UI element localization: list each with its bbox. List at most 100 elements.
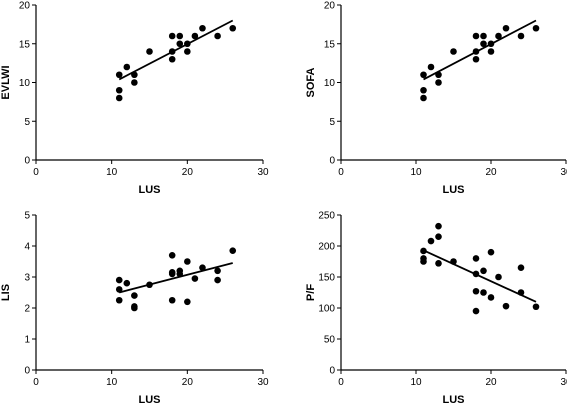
x-tick-label: 20 (182, 167, 194, 178)
data-point (214, 32, 221, 40)
panel-evlwi-vs-lus: 0 10 20 30 0 5 10 15 20 LUS EVLWI (0, 1, 269, 197)
data-point (495, 273, 502, 281)
x-tick-label: 30 (560, 167, 567, 178)
x-tick-label: 20 (485, 377, 497, 388)
data-point (168, 32, 176, 40)
y-axis-title: P/F (305, 284, 317, 301)
x-tick-label: 10 (410, 377, 422, 388)
data-point (184, 48, 191, 55)
data-point (168, 55, 176, 63)
data-point (131, 292, 138, 299)
data-point (115, 286, 123, 293)
data-point (502, 24, 510, 32)
data-point (480, 40, 487, 48)
x-axis-title: LUS (139, 184, 161, 196)
data-point (427, 237, 435, 245)
y-tick-label: 50 (324, 335, 336, 346)
data-point (472, 287, 480, 295)
data-point (199, 24, 206, 32)
x-tick-label: 0 (338, 377, 344, 388)
y-tick-label: 200 (318, 242, 335, 253)
y-tick-label: 10 (19, 78, 31, 89)
data-point (176, 32, 184, 40)
data-point (487, 294, 495, 301)
y-tick-label: 0 (329, 366, 335, 377)
data-point (184, 298, 191, 306)
x-tick-label: 30 (257, 377, 269, 388)
y-tick-label: 15 (19, 39, 31, 50)
data-point (123, 279, 131, 287)
data-point (168, 48, 176, 55)
y-tick-label: 20 (324, 1, 336, 12)
data-point (435, 233, 442, 240)
panel-pf-vs-lus: 0 10 20 30 0 50 100 150 200 250 LUS P/F (305, 211, 567, 407)
data-point (517, 264, 525, 272)
y-tick-label: 20 (19, 1, 31, 12)
data-point (450, 258, 457, 265)
x-axis-title: LUS (443, 394, 465, 406)
data-point (450, 48, 457, 55)
x-axis-title: LUS (139, 394, 161, 406)
data-point (229, 247, 237, 254)
data-point (199, 264, 206, 272)
data-point (191, 275, 199, 282)
regression-line (118, 19, 234, 81)
data-point (472, 48, 480, 55)
data-point (123, 63, 131, 71)
data-point (420, 247, 427, 255)
data-point (115, 71, 123, 79)
y-tick-label: 0 (24, 366, 30, 377)
y-tick-label: 5 (24, 117, 30, 128)
data-point (435, 71, 442, 79)
y-axis-title: LIS (0, 284, 12, 301)
data-point (420, 86, 427, 94)
data-point (115, 94, 123, 102)
y-tick-label: 1 (24, 335, 30, 346)
data-point (146, 281, 153, 289)
data-point (435, 79, 442, 86)
data-point (472, 307, 480, 315)
data-point (191, 32, 199, 40)
regression-line (423, 249, 537, 303)
data-point (176, 40, 184, 48)
data-point (146, 48, 153, 55)
y-tick-label: 15 (324, 39, 336, 50)
data-point (176, 270, 184, 278)
data-point (532, 303, 540, 311)
y-axis-title: SOFA (305, 67, 317, 97)
data-point (115, 296, 123, 304)
x-tick-label: 10 (410, 167, 422, 178)
data-point (517, 289, 525, 296)
data-point (214, 276, 221, 284)
y-tick-label: 4 (24, 242, 30, 253)
data-point (131, 79, 138, 86)
y-tick-label: 250 (318, 211, 335, 222)
data-point (487, 40, 495, 48)
data-point (131, 304, 138, 312)
data-point (480, 32, 487, 40)
y-tick-label: 3 (24, 273, 30, 284)
y-tick-label: 10 (324, 78, 336, 89)
data-point (229, 24, 237, 32)
data-point (420, 258, 427, 265)
data-point (168, 270, 176, 278)
data-point (435, 260, 442, 267)
data-point (517, 32, 525, 40)
data-point (184, 258, 191, 265)
data-point (168, 296, 176, 304)
data-point (487, 248, 495, 256)
data-point (472, 255, 480, 262)
data-point (495, 32, 502, 40)
data-point (502, 302, 510, 310)
data-point (214, 267, 221, 275)
x-tick-label: 10 (106, 377, 118, 388)
panel-lis-vs-lus: 0 10 20 30 0 1 2 3 4 5 LUS LIS (0, 211, 269, 407)
data-point (420, 71, 427, 79)
y-tick-label: 150 (318, 273, 335, 284)
y-tick-label: 0 (329, 156, 335, 167)
data-point (532, 24, 540, 32)
data-point (472, 32, 480, 40)
x-tick-label: 0 (33, 167, 39, 178)
data-point (435, 222, 442, 230)
